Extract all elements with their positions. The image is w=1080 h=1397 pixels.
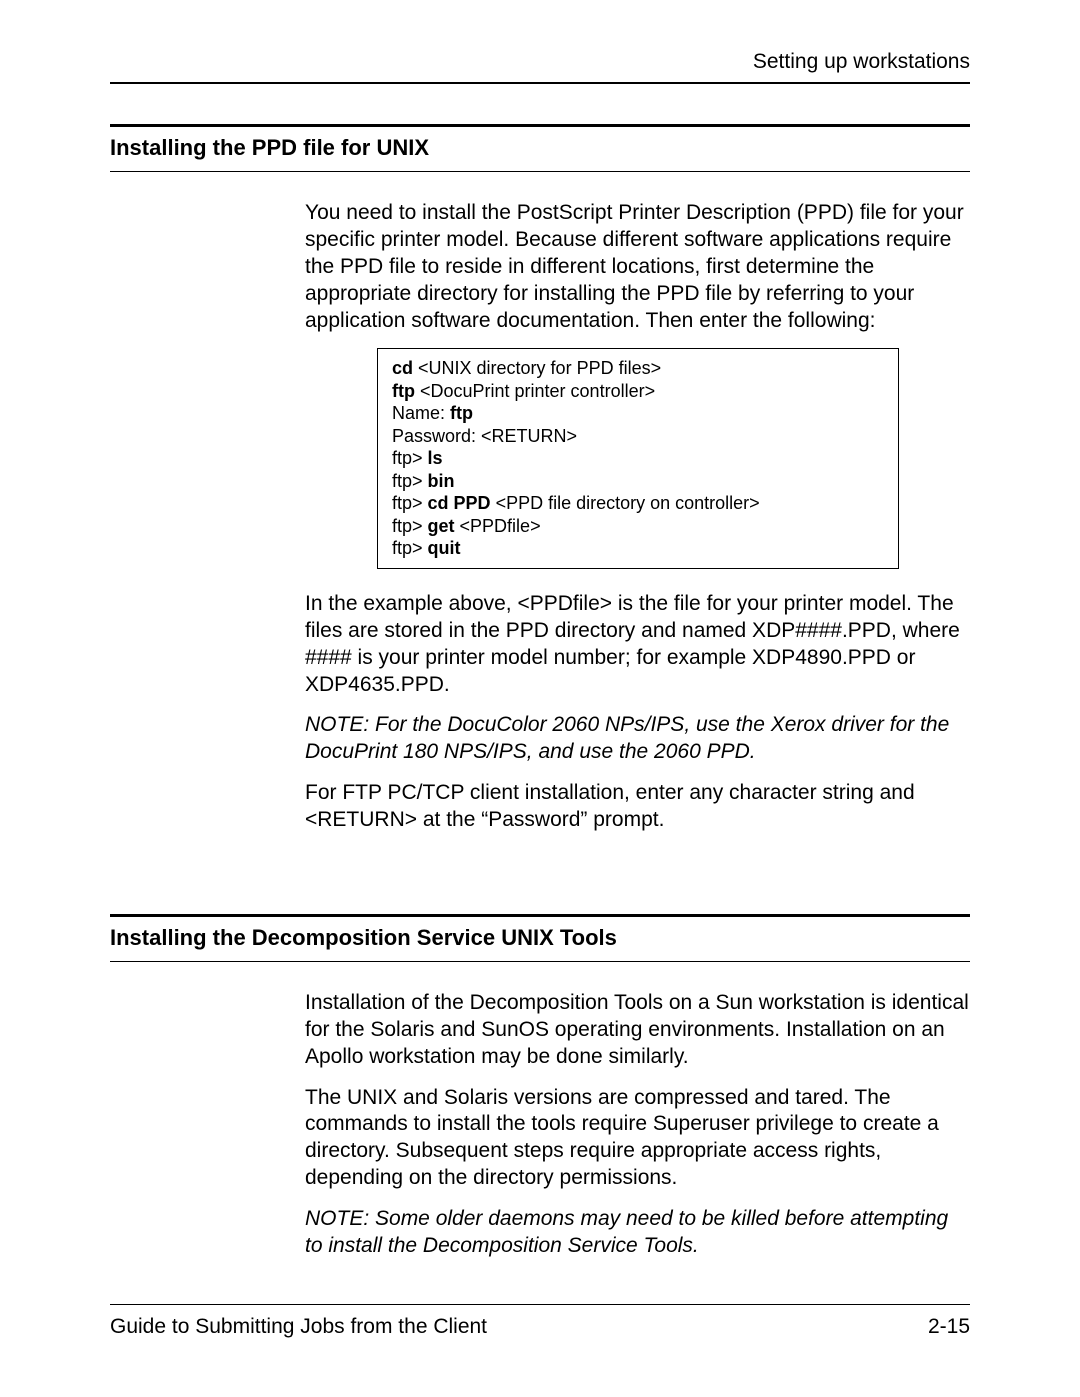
section-2-title: Installing the Decomposition Service UNI… xyxy=(110,917,970,962)
section-1-body: You need to install the PostScript Print… xyxy=(305,200,970,834)
code-line: ftp> ls xyxy=(392,447,884,470)
code-line: cd <UNIX directory for PPD files> xyxy=(392,357,884,380)
code-text: ftp> xyxy=(392,448,428,468)
ftp-command-box: cd <UNIX directory for PPD files> ftp <D… xyxy=(377,348,899,569)
code-line: ftp> get <PPDfile> xyxy=(392,515,884,538)
code-text: Password: <RETURN> xyxy=(392,426,577,446)
code-text: Name: xyxy=(392,403,450,423)
page-footer: Guide to Submitting Jobs from the Client… xyxy=(110,1304,970,1339)
code-bold: cd xyxy=(392,358,413,378)
section-1-para-3: For FTP PC/TCP client installation, ente… xyxy=(305,780,970,834)
code-line: Name: ftp xyxy=(392,402,884,425)
code-bold: ftp xyxy=(450,403,473,423)
code-line: ftp <DocuPrint printer controller> xyxy=(392,380,884,403)
section-1-title: Installing the PPD file for UNIX xyxy=(110,127,970,172)
code-line: ftp> bin xyxy=(392,470,884,493)
section-2-para-1: Installation of the Decomposition Tools … xyxy=(305,990,970,1071)
code-text: ftp> xyxy=(392,493,428,513)
section-gap xyxy=(110,848,970,896)
section-1-para-1: You need to install the PostScript Print… xyxy=(305,200,970,334)
footer-left: Guide to Submitting Jobs from the Client xyxy=(110,1315,487,1339)
running-head-bar: Setting up workstations xyxy=(110,50,970,84)
code-line: ftp> cd PPD <PPD file directory on contr… xyxy=(392,492,884,515)
code-text: ftp> xyxy=(392,471,428,491)
code-bold: quit xyxy=(428,538,461,558)
code-bold: ftp xyxy=(392,381,415,401)
section-2-note: NOTE: Some older daemons may need to be … xyxy=(305,1206,970,1260)
section-2-para-2: The UNIX and Solaris versions are compre… xyxy=(305,1085,970,1193)
code-line: ftp> quit xyxy=(392,537,884,560)
code-text: <PPD file directory on controller> xyxy=(491,493,760,513)
code-line: Password: <RETURN> xyxy=(392,425,884,448)
running-head-text: Setting up workstations xyxy=(753,50,970,73)
code-bold: ls xyxy=(428,448,443,468)
code-text: <UNIX directory for PPD files> xyxy=(413,358,661,378)
section-1-note: NOTE: For the DocuColor 2060 NPs/IPS, us… xyxy=(305,712,970,766)
code-bold: cd PPD xyxy=(428,493,491,513)
section-2-body: Installation of the Decomposition Tools … xyxy=(305,990,970,1260)
section-1-para-2: In the example above, <PPDfile> is the f… xyxy=(305,591,970,699)
code-text: <DocuPrint printer controller> xyxy=(415,381,655,401)
code-bold: get xyxy=(428,516,455,536)
code-text: ftp> xyxy=(392,538,428,558)
footer-right: 2-15 xyxy=(928,1315,970,1339)
code-bold: bin xyxy=(428,471,455,491)
code-text: <PPDfile> xyxy=(455,516,541,536)
code-text: ftp> xyxy=(392,516,428,536)
